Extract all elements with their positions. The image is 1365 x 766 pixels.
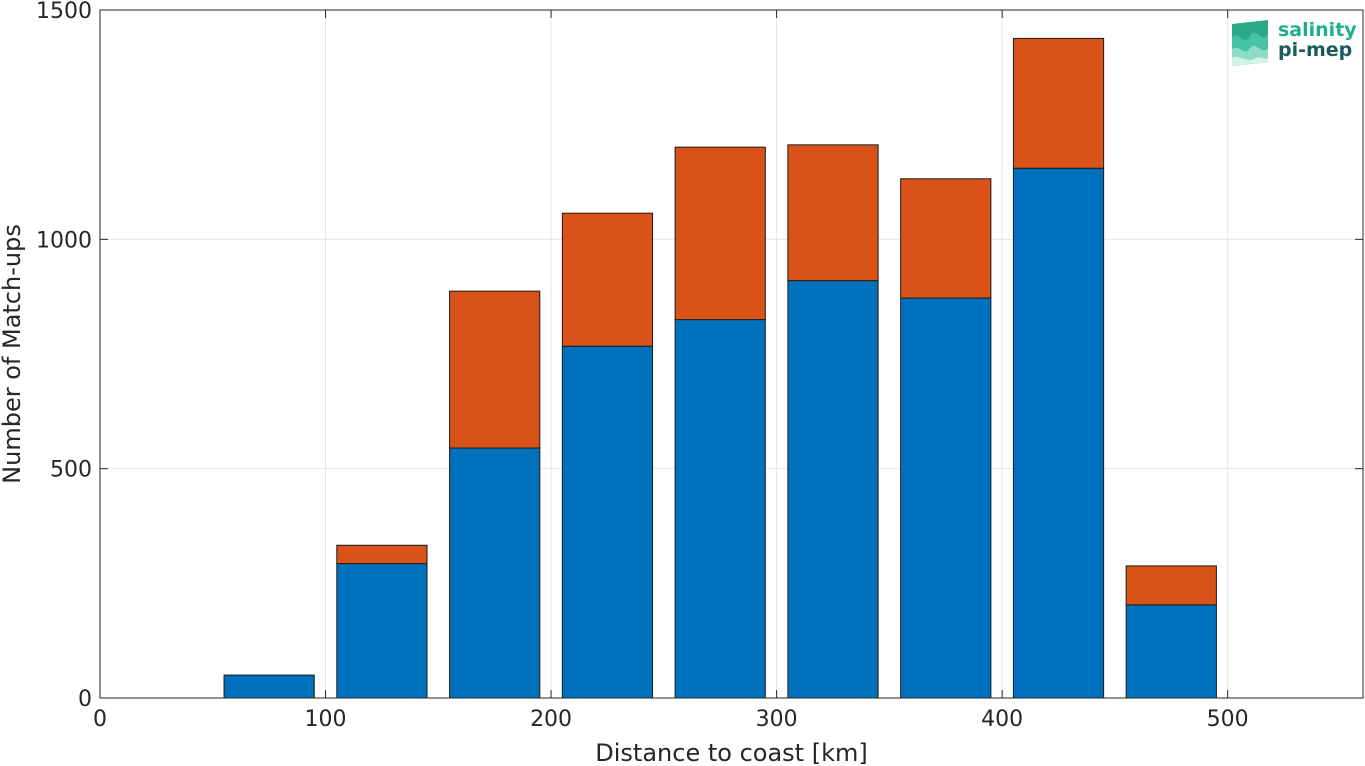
logo-text-salinity: salinity [1278,19,1357,41]
x-axis-label: Distance to coast [km] [595,739,867,766]
salinity-pi-mep-logo: salinity pi-mep [1228,18,1357,68]
y-tick-label: 500 [50,458,92,483]
x-tick-label: 200 [530,707,572,732]
bar-series-1-2 [449,447,541,699]
bar-series-1-6 [900,297,992,699]
x-tick-label: 400 [981,707,1023,732]
bar-series-2-2 [449,290,541,449]
axes [99,9,1364,699]
tick-labels: 0 100 200 300 400 500 0 500 1000 1500 [36,0,1249,732]
bar-series-2-1 [336,544,428,565]
plot-box [99,9,1364,699]
x-tick-label: 100 [305,707,347,732]
bar-series-2-4 [674,146,766,321]
wave-logo-icon [1232,20,1268,66]
bar-series-2-5 [787,144,879,282]
bar-series-1-5 [787,280,879,699]
bar-series-2-8 [1125,565,1217,606]
logo-text-pi-mep: pi-mep [1278,39,1353,61]
bar-series-1-4 [674,319,766,699]
y-axis-label: Number of Match-ups [0,224,26,484]
y-tick-label: 0 [78,687,92,712]
bar-series-1-3 [561,345,654,699]
bars [223,37,1217,699]
y-tick-label: 1500 [36,0,92,24]
x-tick-label: 0 [93,707,107,732]
bar-series-1-7 [1012,167,1105,699]
bar-series-1-0 [223,674,315,699]
x-tick-label: 300 [756,707,798,732]
x-tick-label: 500 [1207,707,1249,732]
bar-series-2-7 [1012,37,1105,169]
y-tick-label: 1000 [36,228,92,253]
bar-series-2-6 [900,178,992,299]
bar-series-1-8 [1125,604,1217,699]
bar-series-2-3 [561,212,654,347]
bar-series-1-1 [336,563,428,699]
